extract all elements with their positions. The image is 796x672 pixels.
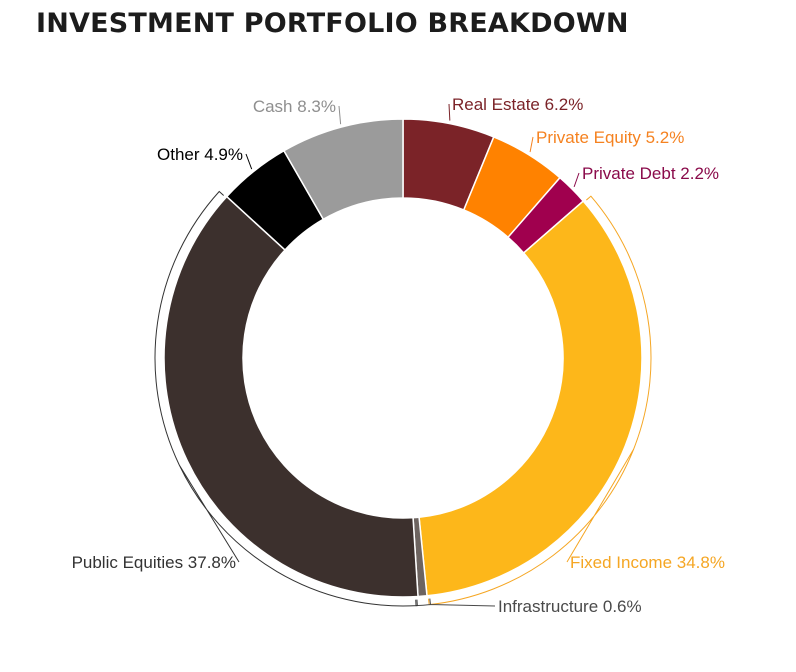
leader-private-debt bbox=[573, 172, 580, 188]
chart-title: INVESTMENT PORTFOLIO BREAKDOWN bbox=[36, 8, 629, 39]
leader-infrastructure bbox=[415, 598, 496, 607]
label-real-estate: Real Estate 6.2% bbox=[452, 95, 583, 114]
leader-public-equities bbox=[154, 190, 418, 607]
label-private-equity: Private Equity 5.2% bbox=[536, 128, 684, 147]
leader-cash bbox=[338, 105, 342, 125]
slice-labels: Real Estate 6.2% Private Equity 5.2% Priva… bbox=[72, 95, 725, 616]
label-leaders bbox=[154, 103, 652, 607]
slice-public-equities bbox=[163, 195, 419, 598]
donut-slices bbox=[163, 118, 643, 598]
label-public-equities: Public Equities 37.8% bbox=[72, 553, 236, 572]
slice-cash bbox=[282, 118, 404, 221]
leader-fixed-income bbox=[428, 195, 652, 606]
leader-private-equity bbox=[529, 136, 534, 153]
label-private-debt: Private Debt 2.2% bbox=[582, 164, 719, 183]
label-infrastructure: Infrastructure 0.6% bbox=[498, 597, 642, 616]
slice-fixed-income bbox=[418, 200, 643, 597]
label-cash: Cash 8.3% bbox=[253, 97, 336, 116]
label-other: Other 4.9% bbox=[157, 145, 243, 164]
label-fixed-income: Fixed Income 34.8% bbox=[570, 553, 725, 572]
leader-other bbox=[245, 153, 253, 170]
leader-real-estate bbox=[448, 103, 451, 121]
